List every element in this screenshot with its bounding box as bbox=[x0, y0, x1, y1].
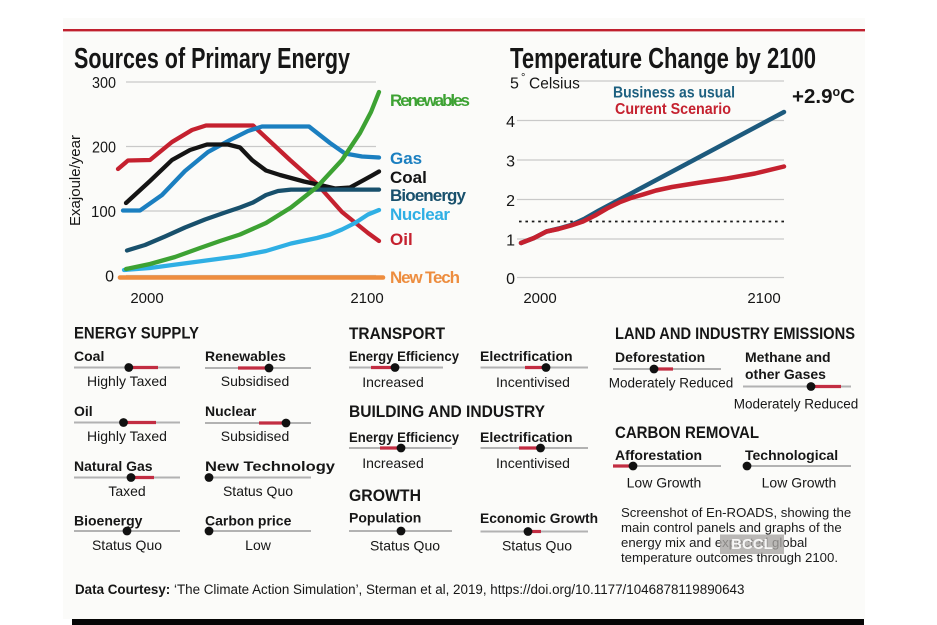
svg-text:Bioenergy: Bioenergy bbox=[74, 513, 143, 529]
svg-text:BCCL: BCCL bbox=[731, 536, 773, 553]
svg-text:300: 300 bbox=[92, 75, 116, 92]
svg-text:Exajoule/year: Exajoule/year bbox=[67, 135, 84, 226]
svg-text:Deforestation: Deforestation bbox=[615, 349, 705, 365]
svg-text:Oil: Oil bbox=[74, 403, 93, 419]
svg-text:Oil: Oil bbox=[390, 230, 413, 249]
svg-text:Status Quo: Status Quo bbox=[370, 538, 440, 554]
svg-text:°: ° bbox=[521, 72, 525, 84]
svg-text:2100: 2100 bbox=[747, 290, 780, 307]
svg-text:main control panels and graphs: main control panels and graphs of the bbox=[621, 520, 842, 535]
svg-text:Business as usual: Business as usual bbox=[613, 85, 735, 102]
svg-text:Carbon price: Carbon price bbox=[205, 513, 292, 529]
svg-text:Renewables: Renewables bbox=[390, 91, 470, 110]
svg-text:Celsius: Celsius bbox=[529, 76, 580, 93]
svg-text:TRANSPORT: TRANSPORT bbox=[349, 324, 446, 343]
svg-text:Status Quo: Status Quo bbox=[223, 483, 293, 499]
svg-text:Subsidised: Subsidised bbox=[221, 428, 290, 444]
svg-text:Population: Population bbox=[349, 510, 421, 526]
svg-text:Increased: Increased bbox=[362, 374, 423, 390]
svg-text:4: 4 bbox=[506, 114, 515, 131]
svg-text:3: 3 bbox=[506, 154, 515, 171]
svg-text:ENERGY SUPPLY: ENERGY SUPPLY bbox=[74, 324, 200, 343]
svg-text:BUILDING AND INDUSTRY: BUILDING AND INDUSTRY bbox=[349, 402, 546, 421]
svg-text:5: 5 bbox=[510, 76, 519, 93]
svg-text:Incentivised: Incentivised bbox=[496, 455, 570, 471]
svg-text:Natural Gas: Natural Gas bbox=[74, 458, 153, 474]
svg-text:Incentivised: Incentivised bbox=[496, 374, 570, 390]
svg-text:100: 100 bbox=[91, 204, 116, 221]
svg-text:2000: 2000 bbox=[130, 290, 163, 307]
svg-text:Technological: Technological bbox=[745, 447, 838, 463]
svg-text:Renewables: Renewables bbox=[205, 348, 286, 364]
svg-text:CARBON REMOVAL: CARBON REMOVAL bbox=[615, 423, 759, 442]
svg-text:Data Courtesy: ‘The Climate Ac: Data Courtesy: ‘The Climate Action Simul… bbox=[75, 582, 744, 597]
svg-text:Low Growth: Low Growth bbox=[762, 475, 837, 491]
svg-text:Nuclear: Nuclear bbox=[205, 403, 257, 419]
svg-text:0: 0 bbox=[105, 269, 114, 286]
svg-text:Methane and: Methane and bbox=[745, 349, 831, 365]
svg-text:New Tech: New Tech bbox=[390, 268, 460, 287]
svg-text:Low: Low bbox=[245, 537, 272, 553]
svg-text:200: 200 bbox=[92, 140, 116, 157]
svg-text:Energy Efficiency: Energy Efficiency bbox=[349, 429, 459, 445]
svg-text:Economic Growth: Economic Growth bbox=[480, 510, 598, 526]
svg-text:Status Quo: Status Quo bbox=[92, 537, 162, 553]
svg-text:GROWTH: GROWTH bbox=[349, 486, 421, 505]
svg-text:LAND AND INDUSTRY EMISSIONS: LAND AND INDUSTRY EMISSIONS bbox=[615, 324, 855, 343]
svg-text:2000: 2000 bbox=[523, 290, 556, 307]
svg-text:Current Scenario: Current Scenario bbox=[615, 101, 731, 118]
svg-text:New Technology: New Technology bbox=[205, 458, 335, 474]
svg-text:Coal: Coal bbox=[390, 168, 427, 187]
svg-text:Highly Taxed: Highly Taxed bbox=[87, 428, 167, 444]
svg-text:Electrification: Electrification bbox=[480, 429, 573, 445]
svg-text:+2.9oC: +2.9oC bbox=[792, 85, 855, 108]
svg-text:Gas: Gas bbox=[390, 149, 422, 168]
svg-text:Sources of Primary Energy: Sources of Primary Energy bbox=[74, 43, 350, 75]
svg-text:Energy Efficiency: Energy Efficiency bbox=[349, 348, 459, 364]
svg-text:Temperature Change by 2100: Temperature Change by 2100 bbox=[510, 43, 816, 75]
svg-text:Highly Taxed: Highly Taxed bbox=[87, 373, 167, 389]
svg-text:2: 2 bbox=[506, 193, 515, 210]
svg-text:Taxed: Taxed bbox=[108, 483, 145, 499]
svg-text:2100: 2100 bbox=[350, 290, 383, 307]
svg-text:Increased: Increased bbox=[362, 455, 423, 471]
svg-text:Afforestation: Afforestation bbox=[615, 447, 702, 463]
svg-text:Moderately Reduced: Moderately Reduced bbox=[609, 376, 734, 391]
svg-text:other Gases: other Gases bbox=[745, 366, 826, 382]
svg-text:Subsidised: Subsidised bbox=[221, 373, 290, 389]
svg-text:0: 0 bbox=[506, 271, 515, 288]
svg-text:Coal: Coal bbox=[74, 348, 104, 364]
svg-text:Low Growth: Low Growth bbox=[627, 475, 702, 491]
svg-text:Bioenergy: Bioenergy bbox=[390, 186, 467, 205]
svg-text:Screenshot of En-ROADS, showin: Screenshot of En-ROADS, showing the bbox=[621, 505, 851, 520]
svg-text:1: 1 bbox=[506, 233, 515, 250]
svg-text:Moderately Reduced: Moderately Reduced bbox=[734, 397, 859, 412]
svg-text:Electrification: Electrification bbox=[480, 348, 573, 364]
svg-text:Status Quo: Status Quo bbox=[502, 538, 572, 554]
svg-text:Nuclear: Nuclear bbox=[390, 205, 450, 224]
